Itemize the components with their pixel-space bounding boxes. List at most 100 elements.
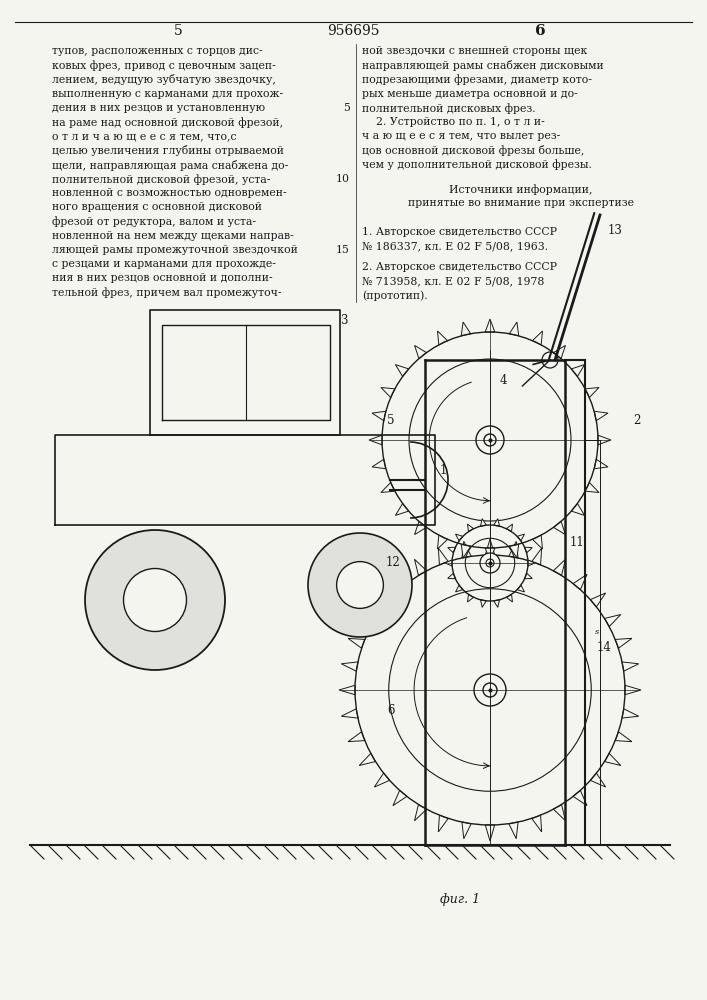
Polygon shape bbox=[615, 638, 632, 648]
Text: о т л и ч а ю щ е е с я тем, что,с: о т л и ч а ю щ е е с я тем, что,с bbox=[52, 131, 237, 141]
Polygon shape bbox=[341, 662, 358, 671]
Polygon shape bbox=[485, 548, 495, 561]
Text: 2. Устройство по п. 1, о т л и-: 2. Устройство по п. 1, о т л и- bbox=[362, 117, 545, 127]
Text: щели, направляющая рама снабжена до-: щели, направляющая рама снабжена до- bbox=[52, 160, 288, 171]
Text: ной звездочки с внешней стороны щек: ной звездочки с внешней стороны щек bbox=[362, 46, 588, 56]
Polygon shape bbox=[554, 559, 566, 576]
Circle shape bbox=[476, 426, 504, 454]
Circle shape bbox=[308, 533, 412, 637]
Text: 3: 3 bbox=[340, 314, 348, 326]
Text: (прототип).: (прототип). bbox=[362, 290, 428, 301]
Polygon shape bbox=[532, 535, 542, 549]
Text: 5: 5 bbox=[387, 414, 395, 426]
Text: новленной с возможностью одновремен-: новленной с возможностью одновремен- bbox=[52, 188, 286, 198]
Polygon shape bbox=[448, 573, 455, 579]
Polygon shape bbox=[359, 614, 375, 627]
Polygon shape bbox=[381, 482, 395, 492]
Text: 13: 13 bbox=[608, 224, 623, 236]
Polygon shape bbox=[462, 541, 471, 558]
Text: 6: 6 bbox=[534, 24, 545, 38]
Polygon shape bbox=[359, 753, 375, 766]
Text: на раме над основной дисковой фрезой,: на раме над основной дисковой фрезой, bbox=[52, 117, 283, 128]
Text: ковых фрез, привод с цевочным зацеп-: ковых фрез, привод с цевочным зацеп- bbox=[52, 60, 276, 71]
Polygon shape bbox=[414, 559, 426, 576]
Text: 15: 15 bbox=[336, 245, 350, 255]
Text: фиг. 1: фиг. 1 bbox=[440, 894, 480, 906]
Text: выполненную с карманами для прохож-: выполненную с карманами для прохож- bbox=[52, 89, 283, 99]
Polygon shape bbox=[467, 594, 474, 602]
Text: с резцами и карманами для прохожде-: с резцами и карманами для прохожде- bbox=[52, 259, 276, 269]
Polygon shape bbox=[532, 331, 542, 345]
Polygon shape bbox=[598, 435, 611, 445]
Polygon shape bbox=[374, 773, 390, 787]
Text: 4: 4 bbox=[500, 373, 508, 386]
Polygon shape bbox=[517, 534, 525, 541]
Polygon shape bbox=[481, 519, 486, 526]
Text: 2. Авторское свидетельство СССР: 2. Авторское свидетельство СССР bbox=[362, 262, 557, 272]
Polygon shape bbox=[467, 524, 474, 532]
Circle shape bbox=[480, 553, 500, 573]
Polygon shape bbox=[585, 482, 599, 492]
Text: тупов, расположенных с торцов дис-: тупов, расположенных с торцов дис- bbox=[52, 46, 262, 56]
Text: ного вращения с основной дисковой: ного вращения с основной дисковой bbox=[52, 202, 262, 212]
Polygon shape bbox=[525, 547, 532, 553]
Text: ляющей рамы промежуточной звездочкой: ляющей рамы промежуточной звездочкой bbox=[52, 245, 298, 255]
Polygon shape bbox=[528, 560, 535, 566]
Text: № 713958, кл. Е 02 F 5/08, 1978: № 713958, кл. Е 02 F 5/08, 1978 bbox=[362, 276, 544, 286]
Text: новленной на нем между щеками направ-: новленной на нем между щеками направ- bbox=[52, 231, 293, 241]
Polygon shape bbox=[509, 322, 519, 336]
Polygon shape bbox=[461, 322, 471, 336]
Text: 12: 12 bbox=[385, 556, 400, 570]
Polygon shape bbox=[393, 574, 407, 590]
Polygon shape bbox=[372, 411, 386, 421]
Text: 2: 2 bbox=[633, 414, 641, 426]
Polygon shape bbox=[517, 585, 525, 592]
Text: подрезающими фрезами, диаметр кото-: подрезающими фрезами, диаметр кото- bbox=[362, 74, 592, 85]
Polygon shape bbox=[381, 388, 395, 398]
Text: 6: 6 bbox=[387, 704, 395, 716]
Polygon shape bbox=[571, 365, 585, 377]
Polygon shape bbox=[590, 593, 606, 607]
Circle shape bbox=[474, 674, 506, 706]
Polygon shape bbox=[604, 753, 621, 766]
Polygon shape bbox=[485, 539, 495, 555]
Polygon shape bbox=[622, 662, 638, 671]
Text: 5: 5 bbox=[174, 24, 182, 38]
Polygon shape bbox=[493, 519, 500, 526]
Polygon shape bbox=[438, 815, 448, 832]
Polygon shape bbox=[509, 822, 518, 839]
Polygon shape bbox=[461, 544, 471, 558]
Circle shape bbox=[337, 562, 383, 608]
Polygon shape bbox=[438, 331, 448, 345]
Polygon shape bbox=[372, 459, 386, 469]
Polygon shape bbox=[493, 600, 500, 607]
Polygon shape bbox=[395, 503, 409, 515]
Circle shape bbox=[483, 683, 497, 697]
Polygon shape bbox=[622, 709, 638, 718]
Polygon shape bbox=[554, 345, 566, 359]
Circle shape bbox=[85, 530, 225, 670]
Text: принятые во внимание при экспертизе: принятые во внимание при экспертизе bbox=[408, 198, 634, 208]
Text: направляющей рамы снабжен дисковыми: направляющей рамы снабжен дисковыми bbox=[362, 60, 604, 71]
Text: 956695: 956695 bbox=[327, 24, 379, 38]
Text: ч а ю щ е е с я тем, что вылет рез-: ч а ю щ е е с я тем, что вылет рез- bbox=[362, 131, 560, 141]
Text: полнительной дисковой фрезой, уста-: полнительной дисковой фрезой, уста- bbox=[52, 174, 270, 185]
Text: 10: 10 bbox=[336, 174, 350, 184]
Polygon shape bbox=[414, 345, 426, 359]
Polygon shape bbox=[506, 594, 513, 602]
Polygon shape bbox=[438, 535, 448, 549]
Polygon shape bbox=[506, 524, 513, 532]
Text: 14: 14 bbox=[597, 641, 612, 654]
Text: рых меньше диаметра основной и до-: рых меньше диаметра основной и до- bbox=[362, 89, 578, 99]
Circle shape bbox=[486, 559, 494, 567]
Text: ния в них резцов основной и дополни-: ния в них резцов основной и дополни- bbox=[52, 273, 273, 283]
Polygon shape bbox=[414, 804, 426, 821]
Polygon shape bbox=[509, 541, 518, 558]
Polygon shape bbox=[573, 574, 587, 590]
Polygon shape bbox=[369, 435, 382, 445]
Polygon shape bbox=[455, 534, 463, 541]
Polygon shape bbox=[554, 804, 566, 821]
Text: цов основной дисковой фрезы больше,: цов основной дисковой фрезы больше, bbox=[362, 145, 585, 156]
Polygon shape bbox=[554, 521, 566, 535]
Polygon shape bbox=[594, 459, 608, 469]
